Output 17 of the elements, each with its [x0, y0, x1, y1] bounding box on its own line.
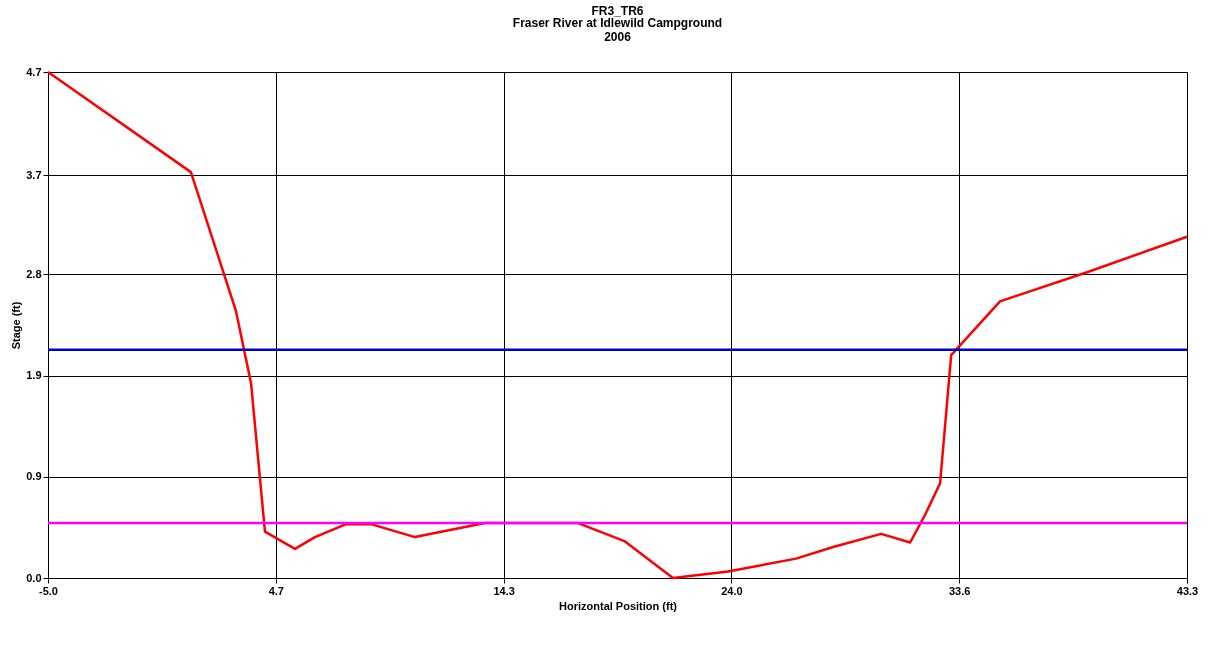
chart-title: FR3_TR6	[591, 4, 644, 18]
y-tick-label: 4.7	[26, 65, 42, 78]
y-axis-title: Stage (ft)	[10, 301, 23, 350]
line-series	[46, 70, 1189, 580]
y-tick-label: 1.9	[26, 369, 42, 382]
x-tick-label: 24.0	[721, 584, 743, 597]
x-tick-label: 14.3	[493, 584, 515, 597]
y-tick-label: 2.8	[26, 267, 42, 280]
y-tick-label: 3.7	[26, 168, 42, 181]
x-axis-title: Horizontal Position (ft)	[559, 599, 678, 612]
x-tick-label: 33.6	[948, 584, 971, 597]
chart-subtitle: Fraser River at Idlewild Campground 2006	[512, 16, 723, 44]
x-tick-label: 43.3	[1176, 584, 1199, 597]
y-tick-label: 0.9	[26, 470, 42, 483]
x-tick-label: 4.7	[268, 584, 284, 597]
x-tick-label: -5.0	[39, 584, 58, 597]
y-tick-label: 0.0	[26, 571, 42, 584]
